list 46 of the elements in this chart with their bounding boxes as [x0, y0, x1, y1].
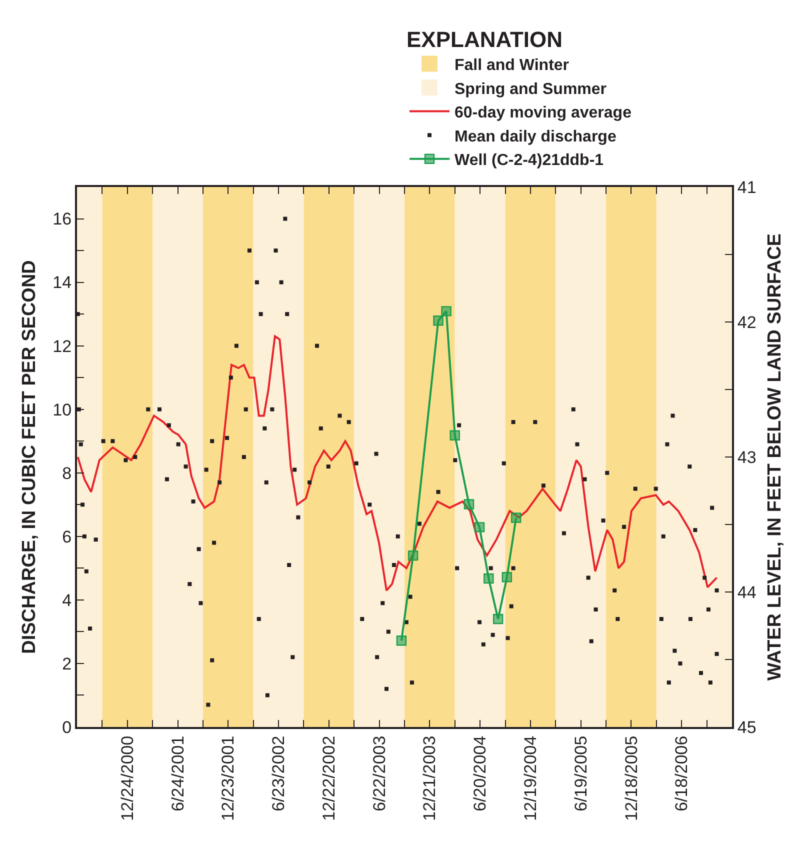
x-tick-label: 12/21/2003	[420, 736, 440, 821]
legend-label: 60-day moving average	[454, 104, 632, 122]
point	[396, 636, 407, 646]
point	[441, 306, 452, 316]
x-tick-label: 6/20/2004	[470, 736, 490, 812]
y2-axis-title: WATER LEVEL, IN FEET BELOW LAND SURFACE	[764, 233, 786, 681]
y-axis-title: DISCHARGE, IN CUBIC FEET PER SECOND	[19, 260, 40, 654]
legend-label: Fall and Winter	[454, 56, 570, 74]
y2-tick-label: 43	[737, 448, 756, 467]
x-tick-label: 6/19/2005	[571, 736, 590, 812]
y2-tick-label: 45	[737, 718, 756, 737]
x-tick-label: 12/22/2002	[319, 736, 338, 821]
legend-label: Well (C-2-4)21ddb-1	[454, 152, 604, 170]
legend-title: EXPLANATION	[406, 26, 563, 52]
x-tick-label: 12/23/2001	[218, 736, 238, 821]
point	[502, 572, 512, 582]
y-tick-label: 16	[52, 210, 72, 229]
point	[492, 614, 504, 624]
x-tick-label: 12/18/2005	[622, 736, 641, 821]
y2-tick-label: 41	[737, 178, 756, 197]
point	[510, 512, 522, 523]
y-tick-label: 8	[62, 464, 72, 483]
point	[450, 430, 460, 440]
y-tick-label: 10	[52, 400, 72, 420]
y-tick-label: 0	[62, 718, 72, 737]
point	[474, 522, 485, 532]
point	[408, 550, 418, 561]
x-tick-label: 6/22/2003	[370, 736, 389, 812]
legend-label: Spring and Summer	[454, 80, 607, 98]
point	[433, 316, 444, 326]
y-tick-label: 6	[62, 527, 72, 546]
y2-tick-label: 44	[737, 582, 756, 602]
x-tick-label: 6/23/2002	[269, 736, 288, 812]
y-tick-label: 2	[62, 654, 72, 674]
point	[464, 499, 474, 510]
x-tick-label: 12/24/2000	[118, 736, 137, 821]
legend-label: Mean daily discharge	[454, 128, 616, 146]
x-tick-label: 6/24/2001	[168, 736, 188, 812]
y-tick-label: 4	[62, 590, 72, 610]
y-tick-label: 14	[52, 273, 72, 292]
point	[484, 573, 494, 584]
y2-tick-label: 42	[737, 312, 756, 332]
y-tick-label: 12	[52, 336, 72, 356]
x-tick-label: 6/18/2006	[672, 736, 692, 812]
line-series	[77, 335, 718, 592]
x-tick-label: 12/19/2004	[520, 736, 540, 821]
